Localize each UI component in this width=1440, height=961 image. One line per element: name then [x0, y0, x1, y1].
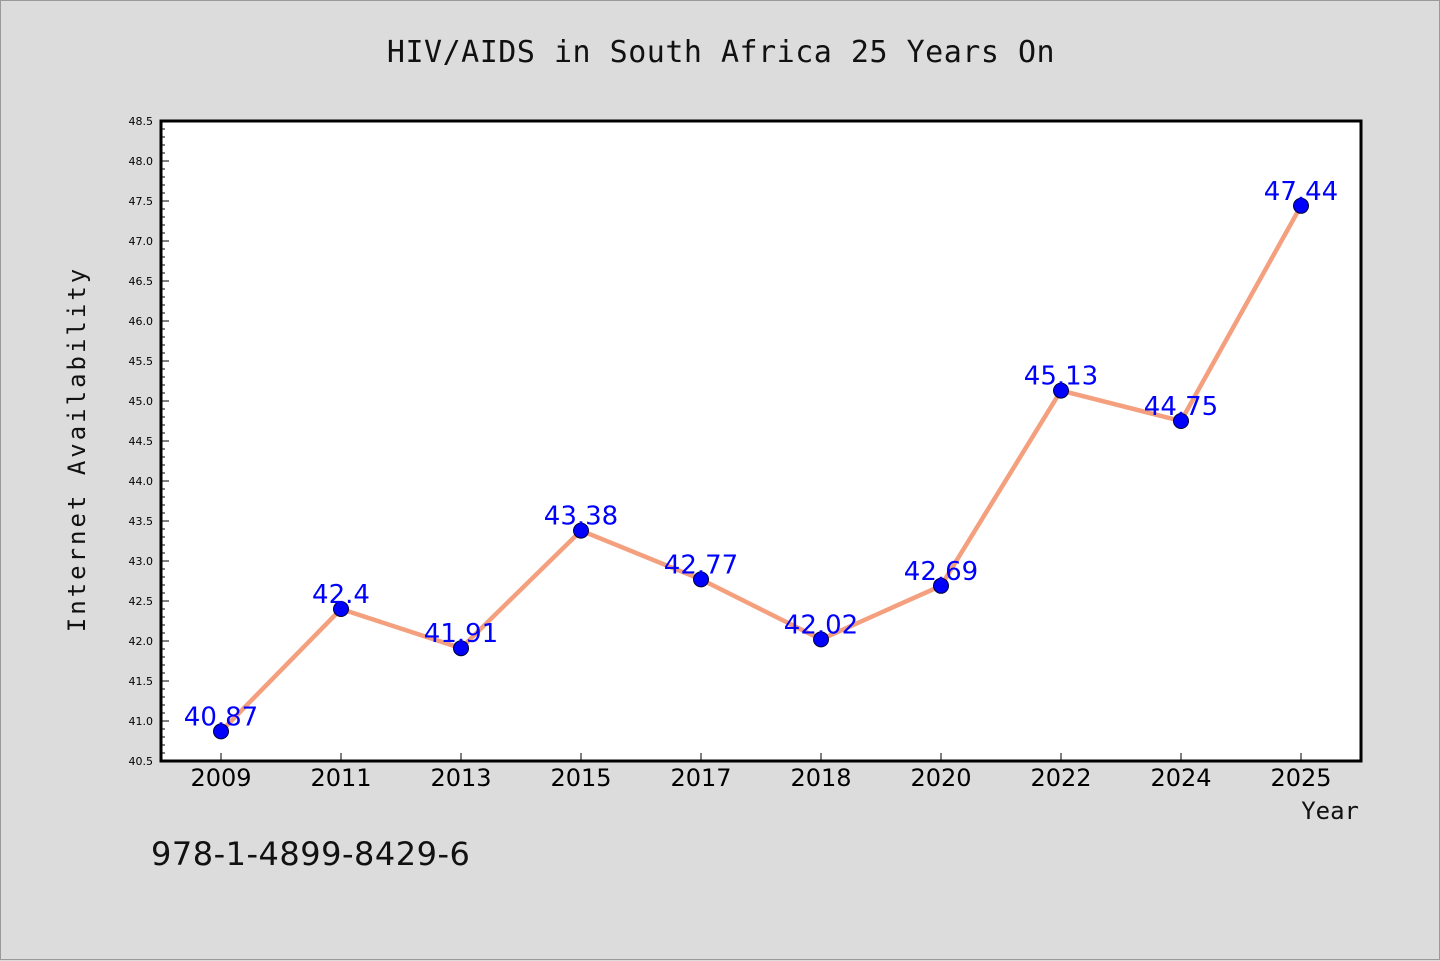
- x-tick-label: 2020: [910, 764, 971, 792]
- data-point: [1293, 197, 1309, 214]
- data-label: 42.77: [664, 550, 738, 580]
- data-point: [933, 577, 949, 594]
- data-label: 42.69: [904, 557, 978, 587]
- data-label: 41.91: [424, 619, 498, 649]
- y-tick-label: 48.0: [129, 155, 154, 168]
- x-tick-label: 2022: [1030, 764, 1091, 792]
- y-tick-label: 41.0: [129, 715, 154, 728]
- y-tick-label: 40.5: [129, 755, 154, 768]
- x-tick-label: 2024: [1150, 764, 1211, 792]
- data-point: [573, 522, 589, 539]
- y-tick-label: 47.5: [129, 195, 154, 208]
- y-tick-label: 45.0: [129, 395, 154, 408]
- x-tick-label: 2025: [1270, 764, 1331, 792]
- chart-title: HIV/AIDS in South Africa 25 Years On: [386, 35, 1056, 70]
- y-tick-label: 46.0: [129, 315, 154, 328]
- data-point: [213, 723, 229, 740]
- data-point: [453, 640, 469, 657]
- y-tick-label: 46.5: [129, 275, 154, 288]
- data-point: [333, 601, 349, 617]
- data-label: 45.13: [1024, 362, 1098, 392]
- plot-border: [159, 119, 1363, 763]
- data-label: 43.38: [544, 502, 618, 532]
- data-point: [813, 631, 829, 648]
- x-tick-label: 2011: [310, 764, 371, 792]
- y-tick-label: 45.5: [129, 355, 154, 368]
- data-label: 40.87: [184, 702, 258, 732]
- y-tick-label: 43.0: [129, 555, 154, 568]
- data-label: 42.02: [784, 610, 858, 640]
- isbn-annotation: 978-1-4899-8429-6: [151, 835, 471, 873]
- data-label: 44.75: [1144, 392, 1218, 422]
- x-axis-label: Year: [1301, 797, 1359, 825]
- data-label: 42.4: [312, 580, 370, 610]
- data-point: [1053, 382, 1069, 399]
- x-tick-label: 2013: [430, 764, 491, 792]
- x-tick-label: 2009: [190, 764, 251, 792]
- data-label: 47.44: [1264, 177, 1338, 207]
- plot-area: [161, 121, 1361, 761]
- y-tick-label: 42.5: [129, 595, 154, 608]
- y-tick-label: 44.5: [129, 435, 154, 448]
- x-tick-label: 2018: [790, 764, 851, 792]
- series-line: [219, 204, 1303, 733]
- y-tick-label: 43.5: [129, 515, 154, 528]
- x-tick-label: 2017: [670, 764, 731, 792]
- y-tick-label: 44.0: [129, 475, 154, 488]
- y-tick-label: 48.5: [129, 115, 154, 128]
- y-tick-label: 41.5: [129, 675, 154, 688]
- y-tick-label: 47.0: [129, 235, 154, 248]
- data-point: [1173, 413, 1189, 429]
- data-point: [693, 571, 709, 588]
- x-tick-label: 2015: [550, 764, 611, 792]
- y-tick-label: 42.0: [129, 635, 154, 648]
